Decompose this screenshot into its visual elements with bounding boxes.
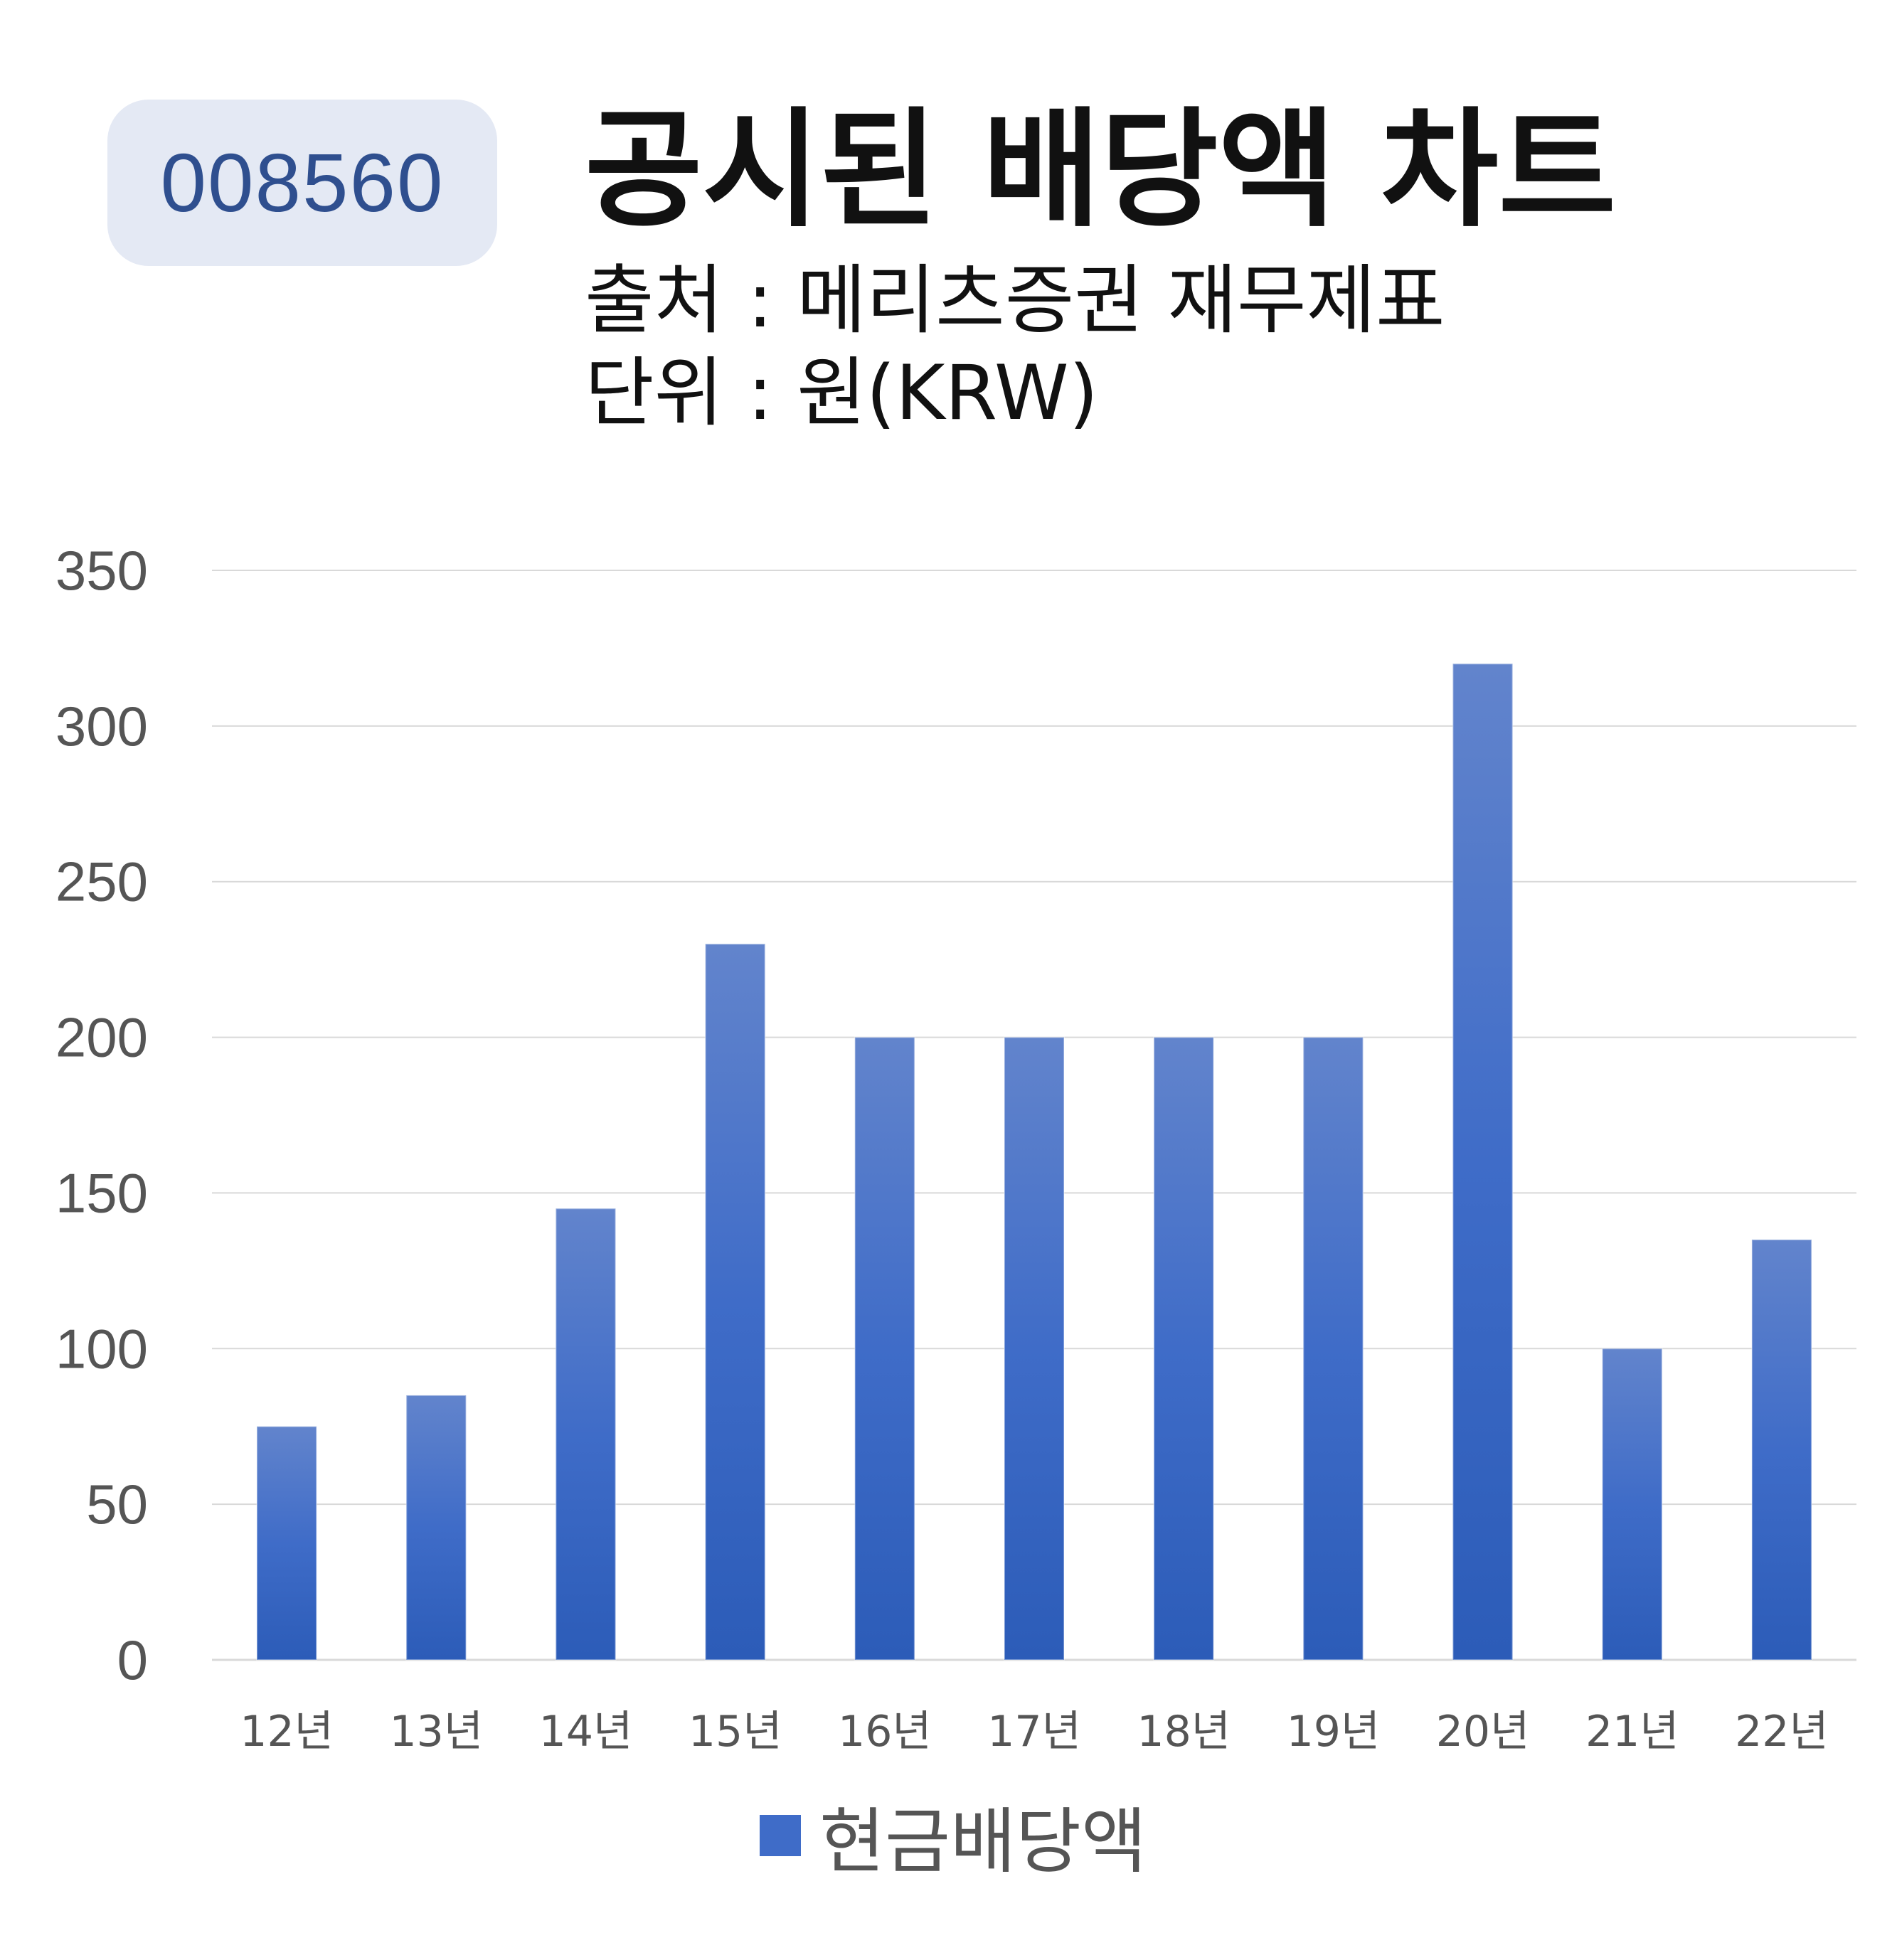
bar-13년	[405, 1394, 467, 1661]
x-tick-label: 14년	[539, 1707, 633, 1757]
bar-12년	[256, 1425, 318, 1661]
bar-19년	[1302, 1036, 1364, 1661]
y-tick-label: 50	[86, 1473, 148, 1535]
x-tick-label: 12년	[240, 1707, 334, 1757]
unit-line: 단위 : 원(KRW)	[585, 349, 1099, 437]
bar-22년	[1750, 1239, 1812, 1661]
legend-swatch	[760, 1814, 801, 1856]
x-tick-label: 20년	[1436, 1707, 1530, 1757]
bar-15년	[704, 943, 766, 1661]
y-tick-label: 200	[55, 1006, 148, 1069]
y-tick-label: 350	[55, 539, 148, 602]
legend-label: 현금배당액	[819, 1800, 1147, 1883]
bar-18년	[1153, 1036, 1215, 1661]
x-tick-label: 16년	[838, 1707, 932, 1757]
y-tick-label: 150	[55, 1161, 148, 1224]
x-tick-label: 18년	[1137, 1707, 1231, 1757]
bar-20년	[1452, 663, 1514, 1661]
source-line: 출처 : 메리츠증권 재무제표	[585, 257, 1445, 344]
y-tick-label: 250	[55, 851, 148, 913]
bars	[256, 663, 1812, 1661]
x-tick-label: 17년	[987, 1707, 1081, 1757]
bar-17년	[1004, 1036, 1065, 1661]
legend: 현금배당액	[760, 1784, 1147, 1887]
x-tick-label: 15년	[689, 1707, 782, 1757]
bar-14년	[555, 1208, 617, 1661]
stock-code-badge: 008560	[107, 100, 497, 266]
x-tick-label: 13년	[389, 1707, 483, 1757]
x-axis-ticks: 12년 13년 14년 15년 16년 17년 18년 19년 20년 21년 22년	[240, 1707, 1828, 1757]
bar-16년	[854, 1036, 915, 1661]
y-tick-label: 100	[55, 1317, 148, 1380]
chart-title: 공시된 배당액 차트	[585, 96, 1617, 245]
y-axis-ticks: 0 50 100 150 200 250 300 350	[55, 539, 148, 1691]
y-tick-label: 300	[55, 695, 148, 757]
y-tick-label: 0	[117, 1629, 148, 1691]
x-tick-label: 19년	[1287, 1707, 1381, 1757]
bar-21년	[1601, 1348, 1663, 1661]
x-tick-label: 21년	[1585, 1707, 1679, 1757]
x-tick-label: 22년	[1735, 1707, 1829, 1757]
